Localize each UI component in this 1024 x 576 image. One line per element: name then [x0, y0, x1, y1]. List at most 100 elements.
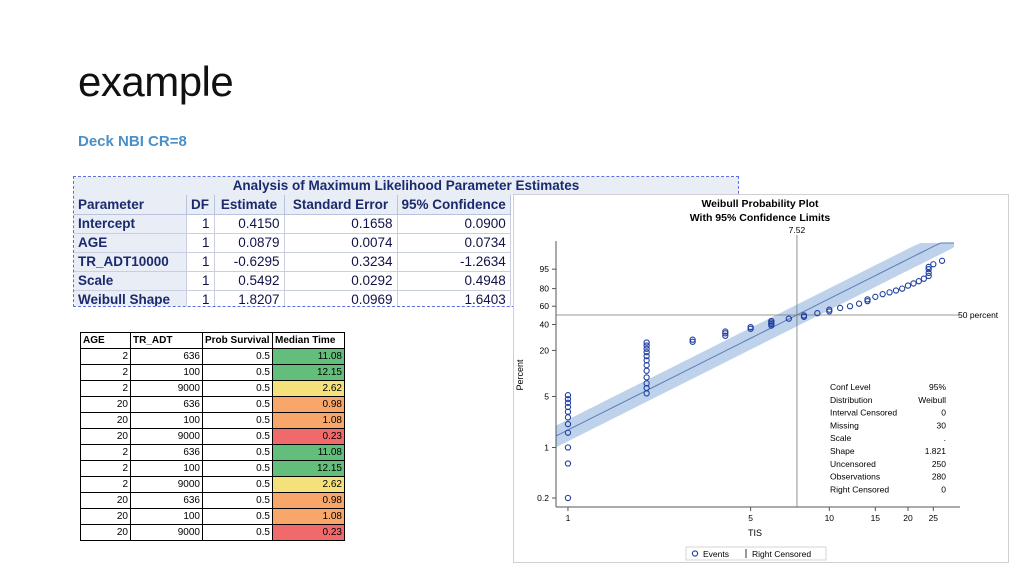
mle-cell: 1: [186, 233, 215, 253]
pred-row: 2 9000 0.5 2.62: [80, 476, 345, 493]
mle-table-caption: Analysis of Maximum Likelihood Parameter…: [74, 177, 738, 195]
pred-cell: 2: [80, 348, 131, 365]
data-point: [643, 384, 650, 392]
data-point: [564, 429, 572, 436]
y-tick-label: 20: [540, 345, 550, 355]
pred-row: 20 9000 0.5 0.23: [80, 524, 345, 541]
data-point: [826, 306, 833, 313]
mle-col-parameter: Parameter: [74, 195, 187, 215]
legend-events-label: Events: [703, 549, 729, 559]
mle-cell: 0.0074: [284, 233, 398, 253]
inset-value: .: [944, 433, 946, 443]
inset-value: 0: [941, 484, 946, 494]
inset-value: 30: [937, 420, 947, 430]
mle-header-row: Parameter DF Estimate Standard Error 95%…: [74, 195, 511, 215]
pred-cell: 100: [130, 460, 203, 477]
median-time-cell: 2.62: [272, 380, 345, 397]
data-point: [879, 291, 886, 298]
data-point: [930, 261, 937, 268]
mle-cell: 1: [186, 252, 215, 272]
pred-cell: 0.5: [202, 364, 273, 381]
mle-cell: 0.0879: [214, 233, 285, 253]
y-tick-label: 0.2: [537, 493, 549, 503]
inset-label: Right Censored: [830, 484, 889, 494]
data-point: [643, 345, 650, 352]
data-point: [846, 303, 854, 310]
pred-cell: 0.5: [202, 396, 273, 413]
mle-param-name: Scale: [74, 271, 187, 291]
mle-row: Intercept 1 0.4150 0.1658 0.0900: [74, 214, 511, 234]
mle-col-df: DF: [186, 195, 215, 215]
x-tick-label: 20: [903, 513, 913, 523]
pred-col-age: AGE: [80, 332, 131, 349]
y-tick-label: 40: [540, 320, 550, 330]
data-point: [814, 310, 821, 317]
x-axis-label: TIS: [748, 528, 762, 538]
weibull-plot: Weibull Probability Plot With 95% Confid…: [515, 198, 999, 561]
data-point: [925, 263, 932, 271]
pred-row: 20 636 0.5 0.98: [80, 492, 345, 509]
mle-cell: 1.6403: [397, 290, 511, 306]
pred-col-tr-adt: TR_ADT: [130, 332, 203, 349]
mle-row: TR_ADT10000 1 -0.6295 0.3234 -1.2634: [74, 252, 511, 272]
data-point: [689, 338, 696, 345]
mle-cell: 0.4948: [397, 271, 511, 291]
data-point: [643, 357, 650, 364]
data-point: [920, 275, 927, 282]
mle-param-name: Intercept: [74, 214, 187, 234]
data-point: [564, 414, 572, 421]
x-tick-label: 5: [748, 513, 753, 523]
mle-cell: 0.4150: [214, 214, 285, 234]
data-point: [915, 278, 922, 285]
pred-row: 2 100 0.5 12.15: [80, 364, 345, 381]
median-time-cell: 12.15: [272, 460, 345, 477]
inset-label: Conf Level: [830, 382, 871, 392]
median-time-cell: 1.08: [272, 412, 345, 429]
inset-label: Interval Censored: [830, 408, 897, 418]
inset-value: 1.821: [925, 446, 947, 456]
median-time-cell: 1.08: [272, 508, 345, 525]
reference-x-label: 7.52: [789, 225, 806, 235]
mle-cell: -1.2634: [397, 252, 511, 272]
pred-header-row: AGE TR_ADT Prob Survival Median Time: [80, 332, 345, 349]
reference-y-label: 50 percent: [958, 310, 999, 320]
pred-row: 20 100 0.5 1.08: [80, 412, 345, 429]
pred-row: 20 636 0.5 0.98: [80, 396, 345, 413]
inset-label: Observations: [830, 472, 880, 482]
pred-row: 2 9000 0.5 2.62: [80, 380, 345, 397]
data-point: [564, 399, 572, 406]
median-time-cell: 0.98: [272, 396, 345, 413]
pred-row: 2 636 0.5 11.08: [80, 348, 345, 365]
pred-cell: 9000: [130, 524, 203, 541]
pred-cell: 20: [80, 428, 131, 445]
mle-param-name: Weibull Shape: [74, 290, 187, 306]
data-point: [564, 494, 572, 502]
inset-label: Scale: [830, 433, 852, 443]
inset-value: 280: [932, 472, 946, 482]
data-point: [722, 332, 729, 339]
pred-cell: 2: [80, 380, 131, 397]
slide-subtitle: Deck NBI CR=8: [78, 133, 187, 150]
mle-row: Scale 1 0.5492 0.0292 0.4948: [74, 271, 511, 291]
median-time-cell: 11.08: [272, 444, 345, 461]
data-point: [892, 287, 900, 294]
data-point: [643, 367, 650, 374]
data-point: [564, 395, 572, 403]
data-point: [643, 380, 650, 387]
median-time-cell: 0.23: [272, 524, 345, 541]
pred-cell: 20: [80, 508, 131, 525]
pred-cell: 0.5: [202, 492, 273, 509]
data-point: [643, 339, 650, 346]
data-point: [872, 293, 879, 300]
pred-row: 20 100 0.5 1.08: [80, 508, 345, 525]
inset-label: Distribution: [830, 395, 873, 405]
median-time-cell: 0.23: [272, 428, 345, 445]
data-point: [864, 296, 871, 303]
legend-events-marker: [691, 550, 699, 557]
median-time-cell: 12.15: [272, 364, 345, 381]
data-point: [899, 285, 906, 292]
mle-cell: 0.1658: [284, 214, 398, 234]
data-point: [747, 323, 754, 331]
mle-cell: 0.0292: [284, 271, 398, 291]
confidence-band: [556, 243, 954, 448]
